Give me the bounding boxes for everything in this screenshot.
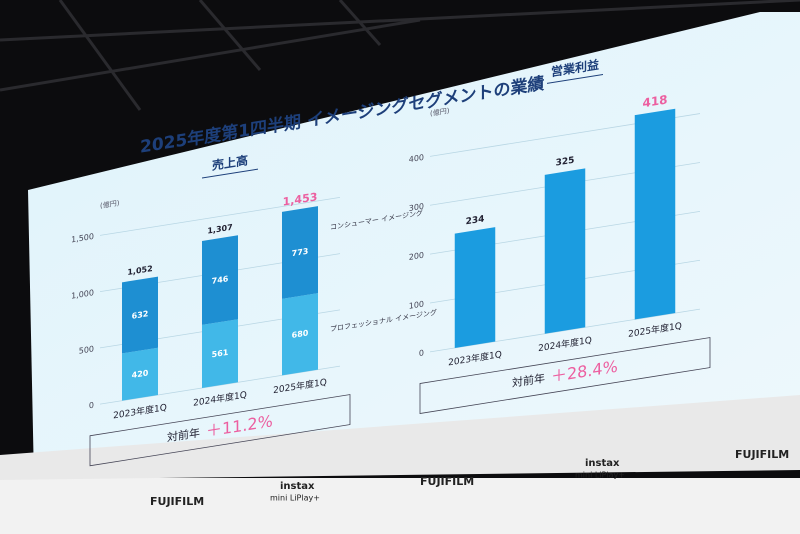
model: mini LiPlay+ bbox=[270, 494, 320, 503]
bar-segment bbox=[282, 206, 318, 299]
value-label: 234 bbox=[466, 214, 485, 227]
unit-label: (億円) bbox=[100, 198, 120, 210]
ceiling-truss bbox=[0, 0, 800, 111]
bar bbox=[454, 227, 496, 348]
value-label: 420 bbox=[132, 368, 149, 380]
value-label: 632 bbox=[132, 309, 149, 321]
value-label: 561 bbox=[212, 348, 229, 360]
total-label: 1,052 bbox=[127, 264, 152, 277]
bar-segment bbox=[122, 276, 158, 354]
y-tick-label: 300 bbox=[409, 202, 424, 213]
title-underline bbox=[202, 168, 258, 179]
bar-segment bbox=[122, 347, 158, 401]
comparison-label: 対前年 bbox=[167, 425, 200, 444]
y-tick-label: 0 bbox=[419, 348, 424, 358]
unit-label: (億円) bbox=[430, 106, 450, 118]
bar-segment bbox=[202, 319, 238, 389]
title-underline bbox=[547, 73, 603, 84]
brand: FUJIFILM bbox=[150, 495, 204, 508]
booth-wall bbox=[0, 478, 800, 534]
growth-box bbox=[89, 394, 351, 467]
comparison-label: 対前年 bbox=[512, 371, 545, 390]
total-label: 1,307 bbox=[207, 223, 232, 236]
total-label: 1,453 bbox=[283, 190, 318, 208]
product: instax bbox=[585, 458, 620, 469]
model: mini LiPlay+ bbox=[575, 471, 625, 480]
y-tick-label: 200 bbox=[409, 251, 424, 262]
value-label: 680 bbox=[292, 328, 309, 340]
y-tick-label: 1,000 bbox=[71, 288, 94, 301]
bar-segment bbox=[282, 293, 318, 376]
value-label: 418 bbox=[642, 92, 667, 110]
chart-title: 売上高 bbox=[212, 152, 248, 173]
growth-box bbox=[419, 337, 711, 414]
y-tick-label: 0 bbox=[89, 401, 94, 411]
brand: FUJIFILM bbox=[420, 475, 474, 488]
bar bbox=[634, 108, 676, 320]
brand: FUJIFILM bbox=[735, 448, 789, 461]
product: instax bbox=[280, 481, 315, 492]
booth-panel bbox=[0, 395, 800, 480]
y-tick-label: 400 bbox=[409, 153, 424, 164]
bar bbox=[544, 168, 586, 334]
y-tick-label: 100 bbox=[409, 299, 424, 310]
y-tick-label: 500 bbox=[79, 344, 94, 355]
grid-line bbox=[100, 196, 340, 236]
y-tick-label: 1,500 bbox=[71, 232, 94, 245]
value-label: 746 bbox=[212, 274, 229, 286]
bar-segment bbox=[202, 235, 238, 325]
value-label: 773 bbox=[292, 247, 309, 259]
value-label: 325 bbox=[556, 156, 575, 169]
